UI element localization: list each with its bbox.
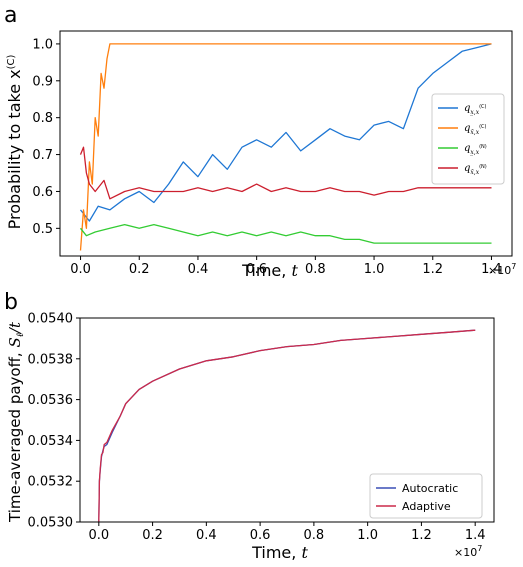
legend-label-a-2: qx̲,x(N) (464, 143, 487, 156)
x-tick-label-a-7: 1.4 (481, 262, 502, 277)
x-tick-label-a-6: 1.2 (422, 262, 443, 277)
x-tick-label-b-5: 1.0 (357, 528, 378, 543)
y-tick-label-b-4: 0.0538 (28, 352, 74, 367)
x-tick-label-b-4: 0.8 (304, 528, 325, 543)
x-tick-label-b-3: 0.6 (250, 528, 271, 543)
y-tick-label-a-1: 0.6 (32, 185, 53, 200)
legend-label-b-1: Adaptive (402, 500, 451, 513)
y-tick-label-a-4: 0.9 (32, 74, 53, 89)
panel-a: a 0.0 0.2 0.4 0.6 0.8 1.0 1.2 1.4 0.5 0.6 0.7 0.8 0.… (4, 3, 516, 280)
y-tick-label-a-2: 0.7 (32, 148, 53, 163)
panel-b-x-multiplier: ×107 (454, 544, 482, 559)
legend-label-a-0: qx̲,x(C) (464, 103, 487, 116)
panel-b-letter: b (4, 290, 18, 315)
x-tick-label-a-1: 0.2 (129, 262, 150, 277)
x-tick-label-a-5: 1.0 (364, 262, 385, 277)
plot-frame-a (59, 30, 513, 257)
plot-frame-b (79, 317, 495, 523)
panel-b-xlabel: Time, t (251, 543, 308, 562)
x-tick-label-a-4: 0.8 (305, 262, 326, 277)
panel-a-ylabel: Probability to take x(C) (5, 55, 24, 230)
panel-b-ylabel: Time-averaged payoff, Sℓ/t (6, 321, 26, 523)
panel-a-legend: qx̲,x(C) qx̄,x(C) qx̲,x(N) qx̄,x(N) (431, 93, 505, 185)
y-tick-label-a-5: 1.0 (32, 37, 53, 52)
y-tick-label-b-5: 0.0540 (28, 312, 74, 327)
y-tick-label-b-0: 0.0530 (28, 516, 74, 531)
series-line-b-1 (98, 329, 476, 523)
legend-label-a-3: qx̄,x(N) (464, 163, 487, 176)
legend-box-a (431, 93, 505, 185)
x-tick-label-b-2: 0.4 (196, 528, 217, 543)
y-tick-label-a-3: 0.8 (32, 111, 53, 126)
x-tick-label-b-1: 0.2 (142, 528, 163, 543)
series-line-a-0 (79, 43, 492, 222)
legend-label-b-0: Autocratic (402, 482, 458, 495)
series-line-a-3 (79, 146, 492, 200)
panel-b: b 0.0 0.2 0.4 0.6 0.8 1.0 1.2 1.4 0.0530 0.0532 0.… (4, 290, 495, 562)
x-tick-label-b-7: 1.4 (465, 528, 486, 543)
y-tick-label-a-0: 0.5 (32, 222, 53, 237)
x-tick-label-a-2: 0.4 (188, 262, 209, 277)
y-tick-label-b-2: 0.0534 (28, 434, 74, 449)
panel-a-letter: a (4, 3, 17, 28)
y-tick-label-b-3: 0.0536 (28, 393, 74, 408)
series-line-a-2 (79, 223, 492, 244)
panel-b-legend: Autocratic Adaptive (369, 473, 483, 519)
panel-a-x-multiplier: ×107 (488, 262, 516, 277)
x-tick-label-b-0: 0.0 (88, 528, 109, 543)
legend-label-a-1: qx̄,x(C) (464, 123, 487, 136)
series-line-a-1 (79, 43, 492, 251)
x-tick-label-a-0: 0.0 (70, 262, 91, 277)
y-tick-label-b-1: 0.0532 (28, 475, 74, 490)
legend-box-b (369, 473, 483, 519)
panel-a-xlabel: Time, t (241, 261, 298, 280)
x-tick-label-a-3: 0.6 (246, 262, 267, 277)
x-tick-label-b-6: 1.2 (411, 528, 432, 543)
